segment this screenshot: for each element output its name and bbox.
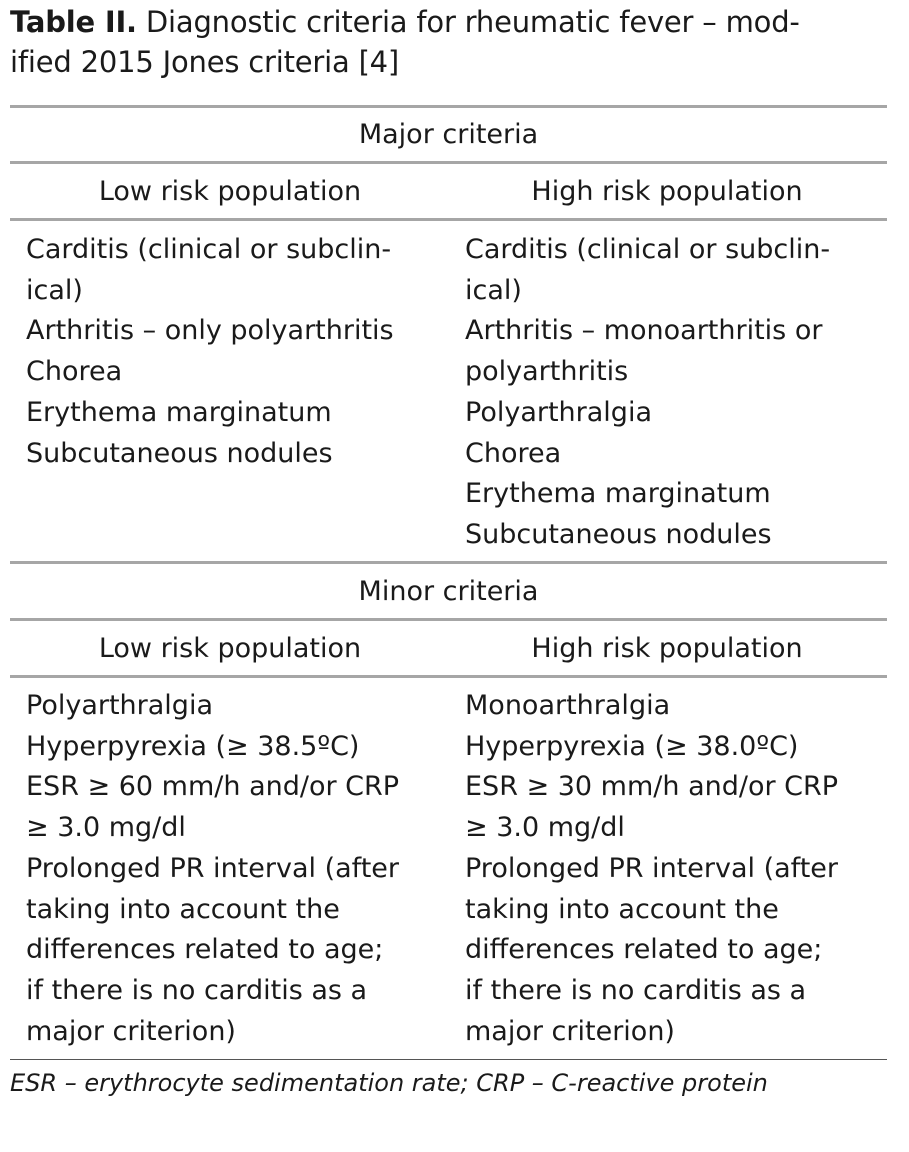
- criterion-line: Prolonged PR interval (after: [465, 852, 838, 884]
- criterion-line: Hyperpyrexia (≥ 38.0ºC): [465, 730, 799, 762]
- major-header-rule: [10, 218, 887, 221]
- minor-title-rule: [10, 618, 887, 621]
- caption-line-1: Table II. Diagnostic criteria for rheuma…: [10, 2, 890, 42]
- criterion-line: major criterion): [26, 1015, 236, 1047]
- minor-header-rule: [10, 675, 887, 678]
- minor-criteria-title: Minor criteria: [358, 576, 539, 607]
- criterion-line: Carditis (clinical or subclin-: [26, 234, 392, 265]
- major-low-risk-header: Low risk population: [98, 176, 362, 207]
- criterion-line: ESR ≥ 30 mm/h and/or CRP: [465, 771, 839, 803]
- minor-high-risk-list: Monoarthralgia Hyperpyrexia (≥ 38.0ºC) ESR…: [465, 686, 865, 1052]
- major-title-rule: [10, 161, 887, 164]
- major-high-risk-header: High risk population: [531, 176, 803, 207]
- criterion-line: ≥ 3.0 mg/dl: [465, 812, 625, 844]
- criterion-line: Hyperpyrexia (≥ 38.5ºC): [26, 730, 360, 762]
- minor-low-risk-list: Polyarthralgia Hyperpyrexia (≥ 38.5ºC) ESR…: [26, 686, 426, 1052]
- table-caption: Table II. Diagnostic criteria for rheuma…: [10, 2, 890, 82]
- major-low-risk-list: Carditis (clinical or subclin-ical) Arthr…: [26, 230, 426, 474]
- criterion-line: ESR ≥ 60 mm/h and/or CRP: [26, 771, 400, 803]
- minor-high-risk-header: High risk population: [531, 633, 803, 664]
- criterion-line: ≥ 3.0 mg/dl: [26, 812, 186, 844]
- minor-low-risk-header: Low risk population: [98, 633, 362, 664]
- criterion-line: Erythema marginatum: [465, 478, 771, 510]
- table-footnote: ESR – erythrocyte sedimentation rate; CR…: [10, 1069, 768, 1097]
- criterion-line: differences related to age;: [465, 934, 823, 966]
- criterion-line: Monoarthralgia: [465, 690, 671, 721]
- criterion-line: ical): [26, 274, 83, 306]
- criterion-line: Polyarthralgia: [465, 396, 652, 428]
- table-top-rule: [10, 105, 887, 108]
- major-criteria-title: Major criteria: [358, 119, 539, 150]
- criterion-line: Erythema marginatum: [26, 396, 332, 428]
- table-bottom-rule: [10, 1059, 887, 1060]
- minor-top-rule: [10, 561, 887, 564]
- criterion-line: Chorea: [26, 356, 123, 388]
- criterion-line: taking into account the: [465, 893, 779, 925]
- criterion-line: major criterion): [465, 1015, 675, 1047]
- criterion-line: Arthritis – only polyarthritis: [26, 315, 394, 347]
- caption-label: Table II.: [10, 5, 137, 39]
- major-high-risk-list: Carditis (clinical or subclin-ical) Arthr…: [465, 230, 865, 556]
- criterion-line: Arthritis – monoarthritis or: [465, 315, 823, 347]
- criterion-line: if there is no carditis as a: [465, 974, 807, 1006]
- caption-text-1: Diagnostic criteria for rheumatic fever …: [136, 5, 800, 39]
- criterion-line: Prolonged PR interval (after: [26, 852, 399, 884]
- criterion-line: Chorea: [465, 437, 562, 469]
- criterion-line: ical): [465, 274, 522, 306]
- criterion-line: Carditis (clinical or subclin-: [465, 234, 831, 265]
- criterion-line: taking into account the: [26, 893, 340, 925]
- criterion-line: Polyarthralgia: [26, 690, 213, 721]
- criterion-line: polyarthritis: [465, 356, 629, 388]
- criterion-line: Subcutaneous nodules: [26, 437, 333, 469]
- criterion-line: Subcutaneous nodules: [465, 518, 772, 550]
- caption-line-2: ified 2015 Jones criteria [4]: [10, 45, 400, 79]
- criterion-line: differences related to age;: [26, 934, 384, 966]
- criterion-line: if there is no carditis as a: [26, 974, 368, 1006]
